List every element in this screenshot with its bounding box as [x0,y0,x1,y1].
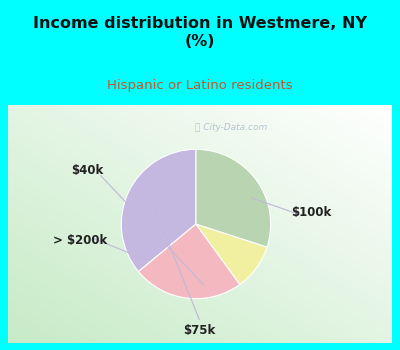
Wedge shape [196,224,267,285]
Text: $100k: $100k [292,206,332,219]
Wedge shape [121,149,196,272]
Text: ⓘ City-Data.com: ⓘ City-Data.com [195,123,267,132]
Text: $75k: $75k [184,323,216,337]
Text: Income distribution in Westmere, NY
(%): Income distribution in Westmere, NY (%) [33,16,367,49]
Wedge shape [138,224,240,299]
Text: > $200k: > $200k [53,234,107,247]
Text: Hispanic or Latino residents: Hispanic or Latino residents [107,79,293,92]
Text: $40k: $40k [72,164,104,177]
Wedge shape [196,149,271,247]
